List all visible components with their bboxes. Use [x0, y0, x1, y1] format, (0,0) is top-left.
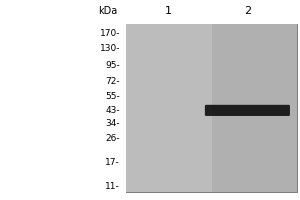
Bar	[126, 24, 212, 192]
Text: 130-: 130-	[100, 44, 120, 53]
Text: 17-: 17-	[105, 158, 120, 167]
Text: 95-: 95-	[105, 61, 120, 70]
Text: 34-: 34-	[105, 119, 120, 128]
Text: 43-: 43-	[105, 106, 120, 115]
Text: 2: 2	[244, 6, 251, 16]
Text: 11-: 11-	[105, 182, 120, 191]
Text: kDa: kDa	[98, 6, 117, 16]
Bar	[126, 24, 297, 192]
FancyBboxPatch shape	[205, 105, 290, 116]
Text: 72-: 72-	[105, 77, 120, 86]
Text: 1: 1	[165, 6, 172, 16]
Text: 55-: 55-	[105, 92, 120, 101]
Bar	[212, 24, 297, 192]
Text: 170-: 170-	[100, 29, 120, 38]
Text: 26-: 26-	[105, 134, 120, 143]
